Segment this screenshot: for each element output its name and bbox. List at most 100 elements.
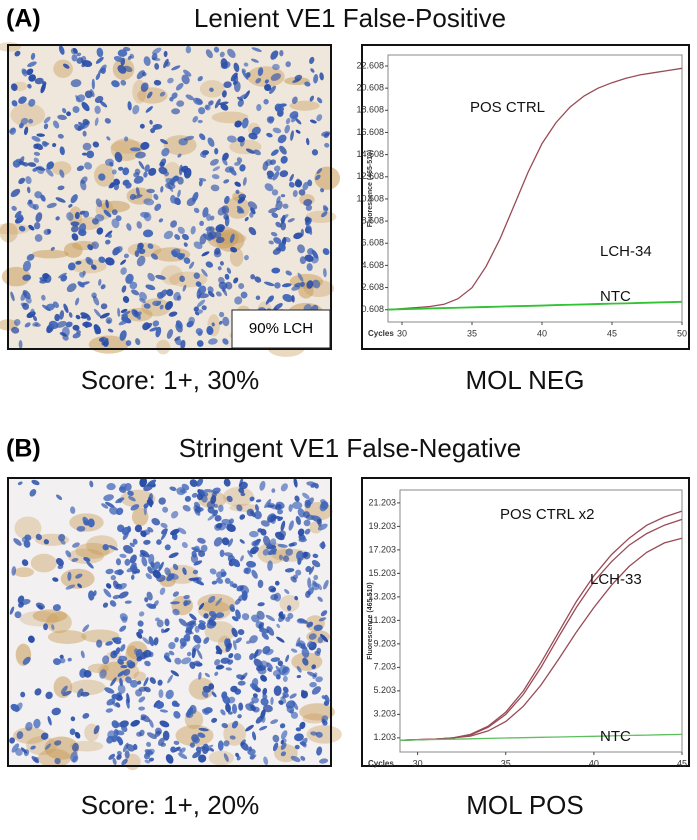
nucleus xyxy=(52,658,62,666)
nucleus xyxy=(143,539,151,545)
nucleus xyxy=(277,134,287,144)
nucleus xyxy=(267,543,272,548)
nucleus xyxy=(136,221,142,229)
nucleus xyxy=(272,171,280,181)
nucleus xyxy=(189,479,198,487)
nucleus xyxy=(208,338,218,345)
nucleus xyxy=(116,754,122,760)
nucleus xyxy=(211,717,218,723)
nucleus xyxy=(148,719,154,728)
nucleus xyxy=(70,506,76,514)
nucleus xyxy=(257,67,264,76)
nucleus xyxy=(302,492,310,500)
nucleus xyxy=(183,594,190,600)
nucleus xyxy=(147,527,154,533)
nucleus xyxy=(114,151,123,163)
nucleus xyxy=(181,657,192,665)
nucleus xyxy=(248,701,255,707)
nucleus xyxy=(313,624,323,631)
nucleus xyxy=(174,234,181,240)
image-caption: 90% LCH xyxy=(249,320,313,337)
nucleus xyxy=(181,541,188,549)
nucleus xyxy=(25,176,32,185)
nucleus xyxy=(138,160,145,170)
nucleus xyxy=(253,658,263,668)
nucleus xyxy=(275,200,283,211)
nucleus xyxy=(122,179,130,186)
nucleus xyxy=(172,563,179,571)
nucleus xyxy=(84,162,93,170)
nucleus xyxy=(218,276,225,284)
nucleus xyxy=(132,538,138,545)
nucleus xyxy=(111,80,120,88)
nucleus xyxy=(143,303,151,309)
nucleus xyxy=(229,233,235,243)
nucleus xyxy=(27,83,32,89)
nucleus xyxy=(83,557,91,562)
nucleus xyxy=(28,74,37,82)
nucleus xyxy=(136,70,146,80)
nucleus xyxy=(22,260,32,272)
nucleus xyxy=(321,695,326,700)
nucleus xyxy=(163,230,174,240)
nucleus xyxy=(93,725,100,735)
nucleus xyxy=(180,339,186,350)
nucleus xyxy=(170,670,180,677)
nucleus xyxy=(219,261,224,266)
nucleus xyxy=(168,573,179,580)
nucleus xyxy=(276,623,281,628)
nucleus xyxy=(214,247,221,255)
nucleus xyxy=(215,645,223,655)
nucleus xyxy=(27,201,37,209)
nucleus xyxy=(139,298,146,304)
nucleus xyxy=(185,625,194,633)
stain xyxy=(314,166,341,190)
nucleus xyxy=(54,313,60,322)
nucleus xyxy=(50,246,55,251)
nucleus xyxy=(227,538,234,547)
nucleus xyxy=(103,209,112,218)
nucleus xyxy=(288,520,294,531)
nucleus xyxy=(82,210,90,218)
nucleus xyxy=(127,101,132,111)
nucleus xyxy=(211,691,217,698)
nucleus xyxy=(294,595,299,601)
nucleus xyxy=(266,626,275,636)
nucleus xyxy=(215,224,225,233)
nucleus xyxy=(149,327,159,332)
nucleus xyxy=(170,220,178,228)
nucleus xyxy=(134,168,141,175)
nucleus xyxy=(238,702,244,711)
nucleus xyxy=(11,566,17,576)
nucleus xyxy=(78,223,87,234)
stain xyxy=(81,629,120,643)
nucleus xyxy=(105,257,115,266)
nucleus xyxy=(285,616,291,622)
nucleus xyxy=(210,158,219,166)
nucleus xyxy=(151,518,161,526)
y-tick-label: 15.203 xyxy=(368,568,396,578)
nucleus xyxy=(128,495,136,502)
nucleus xyxy=(217,266,222,271)
nucleus xyxy=(17,481,23,486)
nucleus xyxy=(296,618,306,624)
nucleus xyxy=(197,732,206,738)
nucleus xyxy=(79,272,85,278)
nucleus xyxy=(293,232,303,240)
nucleus xyxy=(15,748,23,756)
nucleus xyxy=(133,194,143,199)
nucleus xyxy=(287,218,295,223)
nucleus xyxy=(138,291,147,301)
nucleus xyxy=(75,260,82,265)
nucleus xyxy=(11,326,20,334)
nucleus xyxy=(214,147,219,155)
nucleus xyxy=(77,583,82,589)
y-tick-label: 21.203 xyxy=(368,497,396,507)
nucleus xyxy=(246,560,257,568)
nucleus xyxy=(155,701,165,709)
nucleus xyxy=(125,340,132,346)
nucleus xyxy=(129,53,135,59)
nucleus xyxy=(159,709,169,713)
nucleus xyxy=(60,274,68,282)
nucleus xyxy=(26,68,34,76)
